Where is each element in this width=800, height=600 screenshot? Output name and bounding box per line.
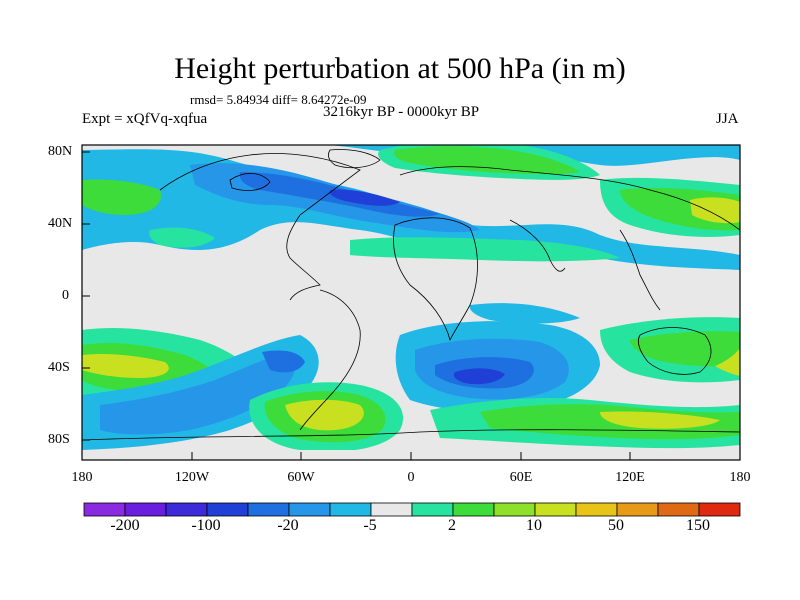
coast-eurasia — [399, 166, 740, 231]
contour-satlantic-yellowgreen — [285, 399, 364, 431]
colorbar-swatch-1 — [124, 502, 167, 517]
colorbar-swatch-14 — [657, 502, 700, 517]
lon-label-60E: 60E — [509, 470, 533, 485]
colorbar-swatch-10 — [493, 502, 536, 517]
colorbar-label-0: -200 — [110, 517, 140, 534]
contour-npacific-teal — [149, 227, 215, 248]
period-label: 3216kyr BP - 0000kyr BP — [323, 104, 480, 120]
colorbar-swatch-3 — [206, 502, 249, 517]
coast-antarctica — [82, 429, 740, 441]
coast-greenland — [328, 149, 381, 169]
contour-spacific-yellowgreen — [82, 353, 169, 378]
colorbar-swatch-11 — [534, 502, 577, 517]
season-label: JJA — [716, 111, 739, 127]
colorbar-swatch-12 — [575, 502, 618, 517]
lat-label-0: 0 — [62, 288, 69, 303]
height-field — [82, 145, 740, 460]
lon-label-120E: 120E — [615, 470, 645, 485]
colorbar-swatch-15 — [698, 502, 741, 517]
colorbar-label-5: 10 — [526, 517, 542, 534]
contour-australia-green — [630, 331, 740, 367]
colorbar-swatch-5 — [288, 502, 331, 517]
lon-label-60W: 60W — [287, 470, 315, 485]
colorbar-label-3: -5 — [363, 517, 377, 534]
experiment-label: Expt = xQfVq-xqfua — [82, 111, 208, 127]
colorbar-swatch-6 — [329, 502, 372, 517]
coast-africa — [393, 217, 478, 342]
rmsd-diff-stats: rmsd= 5.84934 diff= 8.64272e-09 — [190, 92, 367, 107]
colorbar-label-2: -20 — [277, 517, 299, 534]
axis-ticks — [81, 151, 741, 460]
contour-indian-lightblue — [469, 303, 580, 324]
colorbar-label-7: 150 — [686, 517, 710, 534]
contour-asia-yellowgreen — [690, 197, 740, 224]
colorbar-swatch-7 — [370, 502, 413, 517]
contour-nh-darkblue — [329, 189, 400, 206]
colorbar-swatch-8 — [411, 502, 454, 517]
lon-label-180-west: 180 — [71, 470, 93, 485]
coast-south-america — [299, 289, 361, 431]
colorbar-label-1: -100 — [191, 517, 221, 534]
colorbar-swatch-13 — [616, 502, 659, 517]
coastlines — [82, 149, 740, 441]
contour-sindian-darkblue — [453, 368, 505, 385]
lon-label-180-east: 180 — [729, 470, 751, 485]
contour-south-yellowgreen — [600, 411, 720, 429]
colorbar-swatch-4 — [247, 502, 290, 517]
lat-label-40S: 40S — [48, 360, 70, 375]
contour-npacific-green — [82, 179, 161, 215]
coast-north-america — [159, 153, 361, 301]
coast-east-asia — [619, 229, 661, 311]
colorbar-swatch-0 — [83, 502, 126, 517]
lon-label-120W: 120W — [174, 470, 210, 485]
coast-arabia-india — [509, 219, 566, 272]
lat-label-80N: 80N — [48, 144, 73, 159]
plot-title: Height perturbation at 500 hPa (in m) — [174, 52, 626, 85]
colorbar-label-6: 50 — [608, 517, 624, 534]
coast-australia — [638, 327, 712, 375]
colorbar-label-4: 2 — [448, 517, 456, 534]
colorbar — [83, 502, 741, 517]
contour-subtropics-teal — [350, 237, 620, 262]
lat-label-80S: 80S — [48, 432, 70, 447]
lat-label-40N: 40N — [48, 216, 73, 231]
contour-spacific-blue — [262, 350, 305, 373]
contour-spacific-midblue — [100, 352, 296, 435]
colorbar-swatch-2 — [165, 502, 208, 517]
colorbar-swatch-9 — [452, 502, 495, 517]
lon-label-0: 0 — [407, 470, 415, 485]
contour-australia-yellowgreen — [715, 348, 740, 376]
coast-hudson-bay — [229, 173, 271, 191]
